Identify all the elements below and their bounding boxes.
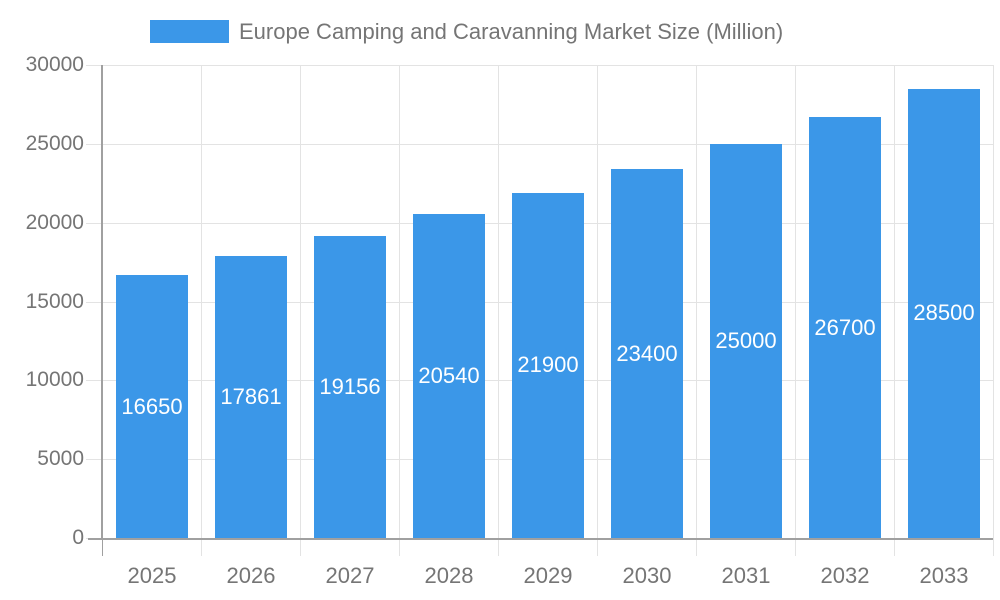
y-axis-label: 5000 [37,447,84,470]
x-axis-tick [993,538,994,556]
bar-value-label: 26700 [814,315,876,340]
x-axis-tick [894,538,895,556]
x-axis-label: 2025 [127,563,177,588]
x-axis-tick [201,538,202,556]
bar-2028[interactable] [413,214,485,538]
x-axis-tick [399,538,400,556]
y-axis-label: 15000 [25,290,84,313]
gridline-vertical [696,65,697,538]
x-axis-label: 2027 [325,563,375,588]
y-axis-label: 10000 [25,368,84,391]
x-axis-label: 2031 [721,563,771,588]
y-axis-label: 20000 [25,211,84,234]
x-axis-label: 2033 [919,563,969,588]
x-axis-tick [696,538,697,556]
bar-2027[interactable] [314,236,386,538]
y-axis-label: 30000 [25,53,84,76]
legend-label: Europe Camping and Caravanning Market Si… [239,19,784,44]
y-axis-line [101,65,103,538]
bar-2029[interactable] [512,193,584,538]
bar-2025[interactable] [116,275,188,538]
gridline-vertical [993,65,994,538]
bar-value-label: 25000 [715,328,777,353]
y-axis-tick [86,302,102,303]
x-axis-label: 2030 [622,563,672,588]
gridline-horizontal [102,65,993,66]
bar-value-label: 21900 [517,352,579,377]
x-axis-label: 2029 [523,563,573,588]
x-axis-label: 2028 [424,563,474,588]
gridline-vertical [498,65,499,538]
bar-value-label: 23400 [616,341,678,366]
gridline-vertical [201,65,202,538]
x-axis-line [88,538,993,540]
gridline-vertical [597,65,598,538]
x-axis-tick [795,538,796,556]
chart-legend[interactable]: Europe Camping and Caravanning Market Si… [150,20,783,43]
y-axis-tick [86,144,102,145]
y-axis-label: 25000 [25,132,84,155]
gridline-vertical [795,65,796,538]
x-axis-tick [102,538,103,556]
bar-2033[interactable] [908,89,980,538]
gridline-vertical [399,65,400,538]
y-axis-tick [86,65,102,66]
gridline-vertical [300,65,301,538]
bar-value-label: 20540 [418,363,480,388]
x-axis-tick [498,538,499,556]
gridline-horizontal [102,144,993,145]
bar-2032[interactable] [809,117,881,538]
y-axis-tick [86,459,102,460]
bar-2031[interactable] [710,144,782,538]
bar-value-label: 17861 [220,384,282,409]
bar-value-label: 16650 [121,394,183,419]
bar-2030[interactable] [611,169,683,538]
x-axis-label: 2032 [820,563,870,588]
bar-value-label: 19156 [319,374,381,399]
x-axis-tick [300,538,301,556]
x-axis-label: 2026 [226,563,276,588]
legend-swatch [150,20,229,43]
y-axis-label: 0 [72,526,84,549]
x-axis-tick [597,538,598,556]
y-axis-tick [86,380,102,381]
bar-value-label: 28500 [913,300,975,325]
bar-2026[interactable] [215,256,287,538]
gridline-vertical [894,65,895,538]
y-axis-tick [86,223,102,224]
